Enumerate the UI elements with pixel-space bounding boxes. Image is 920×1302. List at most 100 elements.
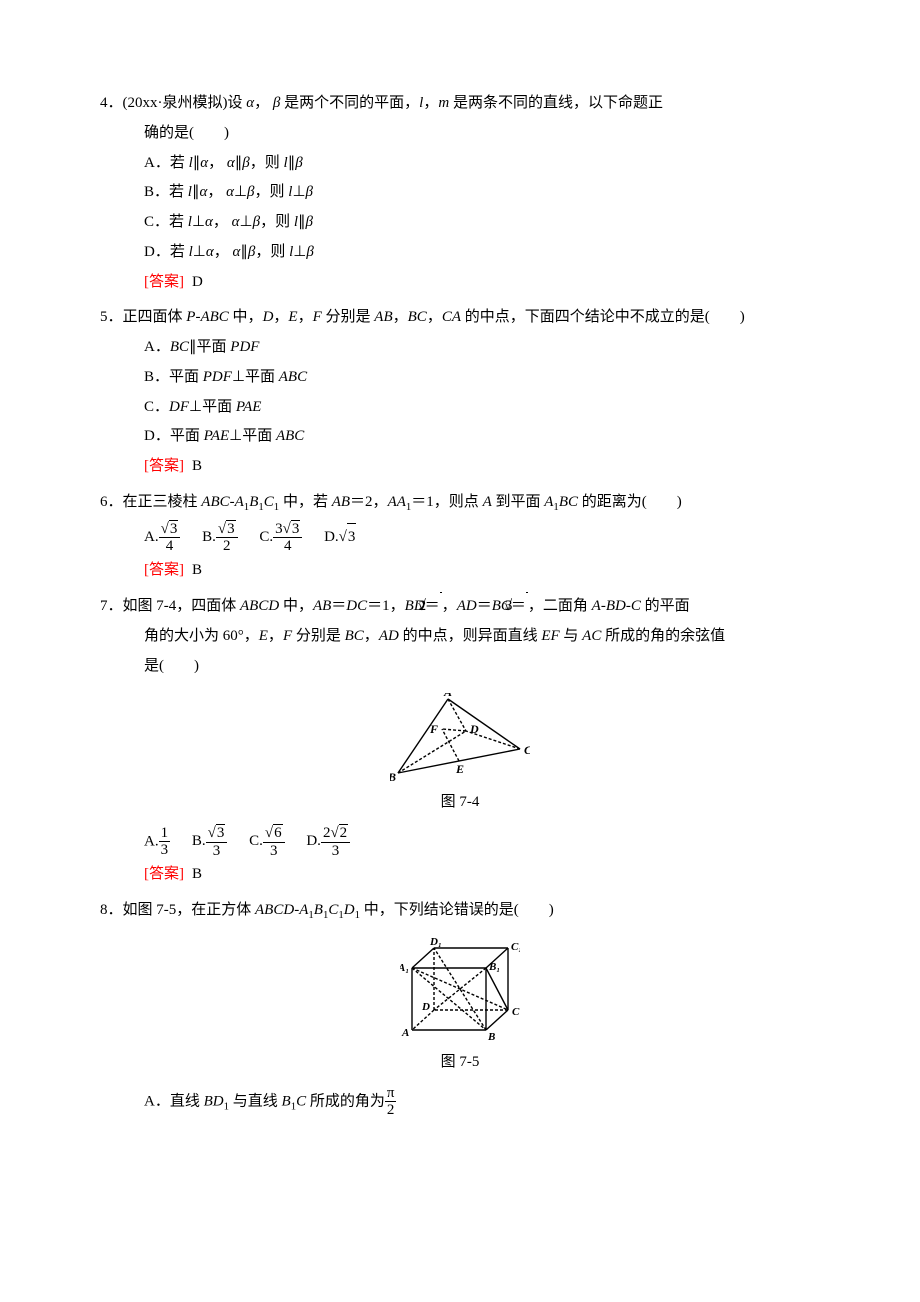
q7-opt-a: A.13 xyxy=(144,825,170,859)
q6-ans-label: [答案] xyxy=(144,562,184,578)
q7-answer: [答案] B xyxy=(100,861,820,889)
q7-c-den: 3 xyxy=(263,843,285,860)
q7-options: A.13 B.√33 C.√63 D.2√23 xyxy=(100,824,820,859)
q7-opt-b: B.√33 xyxy=(192,824,228,859)
q6-b-pre: B. xyxy=(202,529,216,545)
q5-opt-d: D．平面 PAE⊥平面 ABC xyxy=(144,423,820,451)
q6-a-pre: A. xyxy=(144,529,159,545)
figure-7-5-svg: A B C D A₁ B₁ C₁ D₁ xyxy=(400,938,520,1043)
q7-a-den: 3 xyxy=(159,842,171,859)
svg-text:A: A xyxy=(401,1027,409,1039)
q7-figure: A B C D E F xyxy=(100,693,820,783)
q4-stem: 4．(20xx·泉州模拟)设 α， β 是两个不同的平面，l，m 是两条不同的直… xyxy=(100,90,820,118)
q8-num: 8． xyxy=(100,902,123,918)
q8-fig-caption: 图 7-5 xyxy=(100,1049,820,1077)
q7-opt-c: C.√63 xyxy=(249,824,285,859)
svg-text:C₁: C₁ xyxy=(511,941,520,953)
q5-opt-a: A．BC∥平面 PDF xyxy=(144,334,820,362)
q8-figure: A B C D A₁ B₁ C₁ D₁ xyxy=(100,938,820,1043)
svg-text:D: D xyxy=(469,722,479,736)
q5-opt-b: B．平面 PDF⊥平面 ABC xyxy=(144,364,820,392)
q7-stem-3: 是( ) xyxy=(100,653,820,681)
q4-opt-d: D．若 l⊥α， α∥β，则 l⊥β xyxy=(144,239,820,267)
q4-text: (20xx·泉州模拟)设 α， β 是两个不同的平面，l，m 是两条不同的直线，… xyxy=(123,95,663,111)
q6-b-den: 2 xyxy=(216,538,238,555)
q6-b-num: 3 xyxy=(226,520,236,538)
q4-stem-2: 确的是( ) xyxy=(100,120,820,148)
q7-d-den: 3 xyxy=(321,843,350,860)
svg-text:A: A xyxy=(443,693,452,699)
q5-num: 5． xyxy=(100,309,123,325)
q4-opt-c: C．若 l⊥α， α⊥β，则 l∥β xyxy=(144,209,820,237)
q5-options: A．BC∥平面 PDF B．平面 PDF⊥平面 ABC C．DF⊥平面 PAE … xyxy=(100,334,820,451)
q7-ans-val: B xyxy=(192,866,202,882)
q8-opt-a: A．直线 BD1 与直线 B1C 所成的角为π2 xyxy=(144,1085,820,1119)
question-7: 7．如图 7-4，四面体 ABCD 中，AB＝DC＝1，BD＝√2，AD＝BC＝… xyxy=(100,592,820,889)
svg-text:B₁: B₁ xyxy=(488,961,500,973)
q4-opt-b: B．若 l∥α， α⊥β，则 l⊥β xyxy=(144,179,820,207)
svg-text:D₁: D₁ xyxy=(429,938,442,948)
q7-b-pre: B. xyxy=(192,833,206,849)
q6-c-num: 3 xyxy=(291,520,301,538)
q6-num: 6． xyxy=(100,494,123,510)
q7-d-num: 2 xyxy=(339,824,349,842)
question-4: 4．(20xx·泉州模拟)设 α， β 是两个不同的平面，l，m 是两条不同的直… xyxy=(100,90,820,296)
q7-d-pre: D. xyxy=(306,833,321,849)
svg-text:C: C xyxy=(524,743,530,757)
q7-c-pre: C. xyxy=(249,833,263,849)
q6-opt-c: C.3√34 xyxy=(259,520,302,555)
q7-b-num: 3 xyxy=(216,824,226,842)
q4-num: 4． xyxy=(100,95,123,111)
q7-stem-2: 角的大小为 60°，E，F 分别是 BC，AD 的中点，则异面直线 EF 与 A… xyxy=(100,623,820,651)
q4-opt-a: A．若 l∥α， α∥β，则 l∥β xyxy=(144,150,820,178)
q4-ans-val: D xyxy=(192,274,203,290)
q6-options: A.√34 B.√32 C.3√34 D.√3 xyxy=(100,520,820,555)
svg-text:E: E xyxy=(455,762,464,776)
svg-text:A₁: A₁ xyxy=(400,962,409,974)
q5-stem: 5．正四面体 P-ABC 中，D，E，F 分别是 AB，BC，CA 的中点，下面… xyxy=(100,304,820,332)
q6-c-den: 4 xyxy=(273,538,302,555)
q5-text: 正四面体 P-ABC 中，D，E，F 分别是 AB，BC，CA 的中点，下面四个… xyxy=(123,309,745,325)
svg-text:B: B xyxy=(390,770,396,783)
q6-c-coef: 3 xyxy=(275,521,283,537)
q6-opt-a: A.√34 xyxy=(144,520,180,555)
svg-text:B: B xyxy=(487,1031,495,1043)
q5-opt-c: C．DF⊥平面 PAE xyxy=(144,394,820,422)
q6-stem: 6．在正三棱柱 ABC-A1B1C1 中，若 AB＝2，AA1＝1，则点 A 到… xyxy=(100,489,820,518)
q7-a-pre: A. xyxy=(144,833,159,849)
q7-b-den: 3 xyxy=(206,843,228,860)
q5-ans-label: [答案] xyxy=(144,458,184,474)
q7-stem-1: 7．如图 7-4，四面体 ABCD 中，AB＝DC＝1，BD＝√2，AD＝BC＝… xyxy=(100,592,820,621)
q7-c-num: 6 xyxy=(273,824,283,842)
q6-opt-b: B.√32 xyxy=(202,520,238,555)
q8-options: A．直线 BD1 与直线 B1C 所成的角为π2 xyxy=(100,1085,820,1119)
q7-a-num: 1 xyxy=(159,825,171,843)
question-5: 5．正四面体 P-ABC 中，D，E，F 分别是 AB，BC，CA 的中点，下面… xyxy=(100,304,820,481)
q7-opt-d: D.2√23 xyxy=(306,824,350,859)
q6-answer: [答案] B xyxy=(100,557,820,585)
q4-answer: [答案] D xyxy=(100,269,820,297)
q5-ans-val: B xyxy=(192,458,202,474)
q6-d-val: 3 xyxy=(347,523,357,552)
q5-answer: [答案] B xyxy=(100,453,820,481)
q6-text: 在正三棱柱 ABC-A1B1C1 中，若 AB＝2，AA1＝1，则点 A 到平面… xyxy=(123,494,682,510)
svg-text:D: D xyxy=(421,1001,430,1013)
svg-text:F: F xyxy=(429,722,438,736)
q4-options: A．若 l∥α， α∥β，则 l∥β B．若 l∥α， α⊥β，则 l⊥β C．… xyxy=(100,150,820,267)
question-8: 8．如图 7-5，在正方体 ABCD-A1B1C1D1 中，下列结论错误的是( … xyxy=(100,897,820,1119)
q7-num: 7． xyxy=(100,598,123,614)
q6-a-num: 3 xyxy=(169,520,179,538)
q6-a-den: 4 xyxy=(159,538,181,555)
q6-d-pre: D. xyxy=(324,529,339,545)
question-6: 6．在正三棱柱 ABC-A1B1C1 中，若 AB＝2，AA1＝1，则点 A 到… xyxy=(100,489,820,585)
q8-text: 如图 7-5，在正方体 ABCD-A1B1C1D1 中，下列结论错误的是( ) xyxy=(123,902,554,918)
figure-7-4-svg: A B C D E F xyxy=(390,693,530,783)
q8-stem: 8．如图 7-5，在正方体 ABCD-A1B1C1D1 中，下列结论错误的是( … xyxy=(100,897,820,926)
svg-text:C: C xyxy=(512,1006,520,1018)
q6-ans-val: B xyxy=(192,562,202,578)
q7-fig-caption: 图 7-4 xyxy=(100,789,820,817)
q4-ans-label: [答案] xyxy=(144,274,184,290)
q6-c-pre: C. xyxy=(259,529,273,545)
q7-ans-label: [答案] xyxy=(144,866,184,882)
q7-text-1: 如图 7-4，四面体 ABCD 中，AB＝DC＝1，BD＝√2，AD＝BC＝√3… xyxy=(123,598,690,614)
